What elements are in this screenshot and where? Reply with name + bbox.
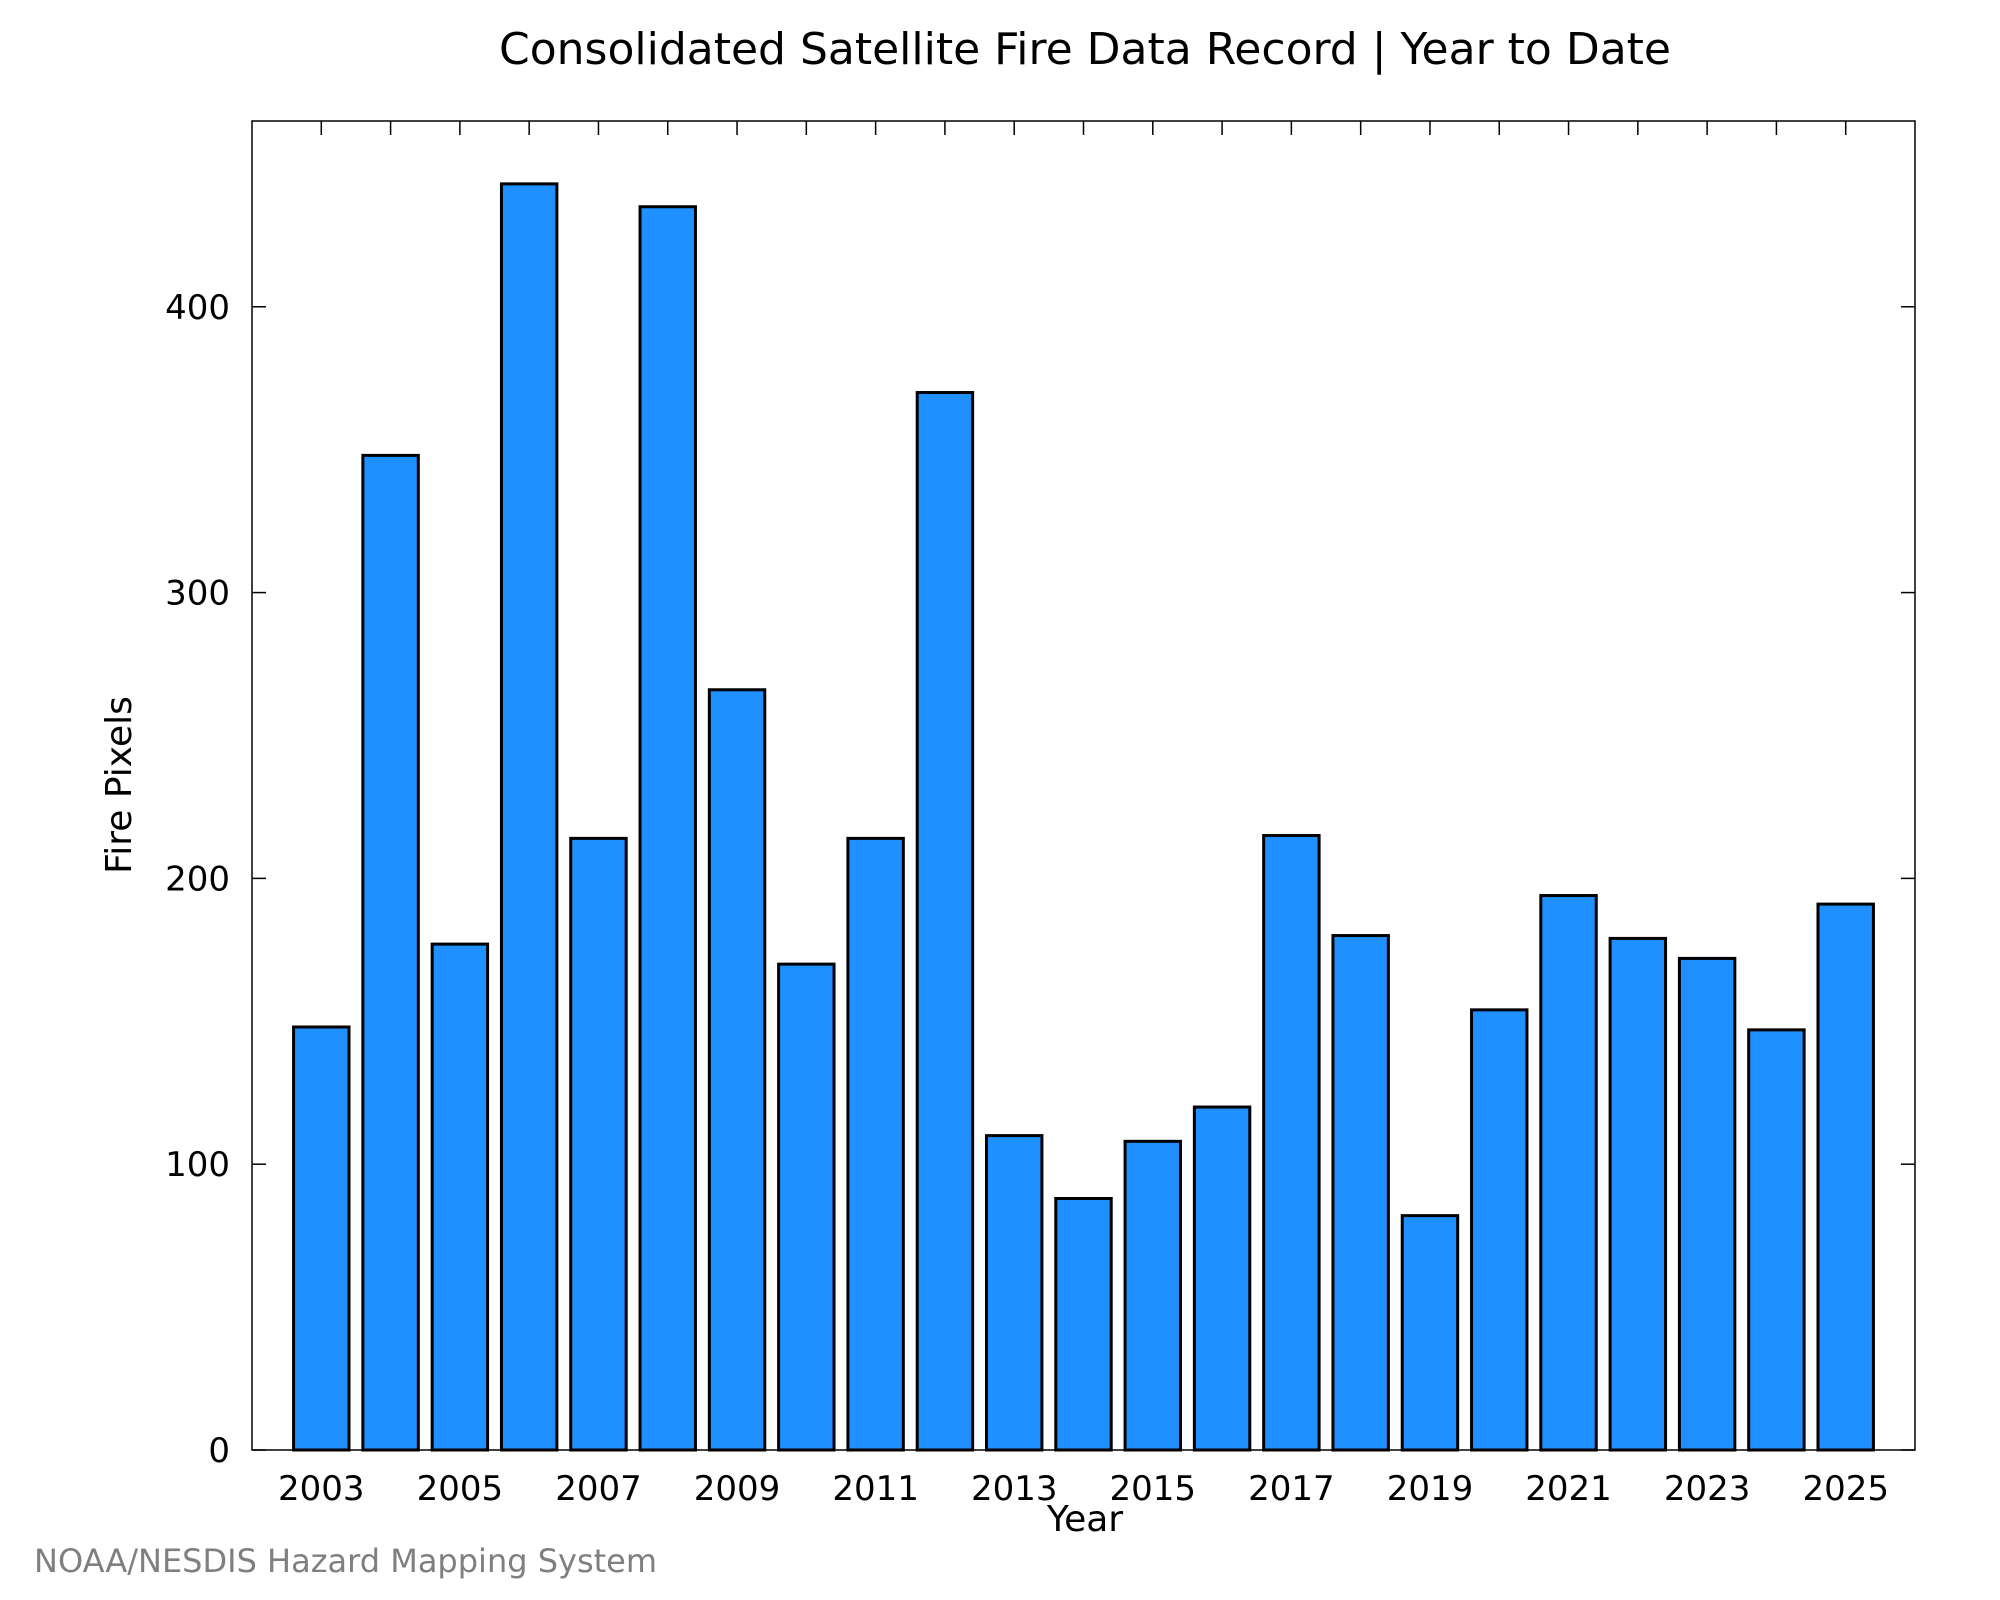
bar-2003 <box>292 1025 351 1452</box>
y-tick-label: 100 <box>165 1145 230 1185</box>
bar-2016 <box>1192 1105 1252 1452</box>
x-tick-label: 2025 <box>1802 1469 1889 1509</box>
bar-2018 <box>1331 934 1390 1452</box>
x-tick-label: 2009 <box>694 1469 781 1509</box>
bar-2010 <box>777 962 836 1452</box>
bar-2019 <box>1400 1214 1460 1452</box>
x-tick-label: 2019 <box>1387 1469 1474 1509</box>
bar-2015 <box>1123 1139 1183 1452</box>
y-tick-label: 300 <box>165 574 230 614</box>
x-axis-label: Year <box>1046 1499 1123 1540</box>
bar-2024 <box>1747 1028 1806 1452</box>
x-tick-label: 2003 <box>278 1469 365 1509</box>
bar-2005 <box>430 942 490 1452</box>
bar-2014 <box>1054 1196 1113 1452</box>
source-credit: NOAA/NESDIS Hazard Mapping System <box>34 1542 657 1580</box>
bar-2023 <box>1677 956 1737 1452</box>
bar-2009 <box>707 688 767 1452</box>
bar-2008 <box>638 205 697 1452</box>
y-tick-label: 200 <box>165 859 230 899</box>
x-axis-ticks: 2003 2005 2007 2009 2011 2013 2015 2017 2019 2021… <box>278 121 1889 1509</box>
y-tick-label: 0 <box>208 1431 230 1471</box>
y-axis-label: Fire Pixels <box>99 696 140 874</box>
bar-2020 <box>1470 1008 1529 1452</box>
bar-2025 <box>1816 902 1875 1452</box>
x-tick-label: 2023 <box>1664 1469 1751 1509</box>
y-axis-ticks: 0 100 200 300 400 <box>165 288 1915 1471</box>
x-tick-label: 2021 <box>1525 1469 1612 1509</box>
bar-2013 <box>984 1134 1044 1452</box>
bar-2011 <box>846 836 905 1452</box>
chart-title: Consolidated Satellite Fire Data Record … <box>499 24 1671 75</box>
bar-series <box>292 182 1875 1452</box>
bar-2007 <box>569 836 628 1452</box>
x-tick-label: 2017 <box>1248 1469 1335 1509</box>
x-tick-label: 2015 <box>1110 1469 1197 1509</box>
x-tick-label: 2011 <box>832 1469 919 1509</box>
y-tick-label: 400 <box>165 288 230 328</box>
bar-2004 <box>361 453 420 1452</box>
bar-2017 <box>1262 834 1321 1452</box>
bar-2022 <box>1608 936 1668 1452</box>
x-tick-label: 2005 <box>417 1469 504 1509</box>
x-tick-label: 2007 <box>555 1469 642 1509</box>
bar-2012 <box>915 391 975 1452</box>
bar-2006 <box>499 182 559 1452</box>
bar-2021 <box>1539 894 1598 1452</box>
x-tick-label: 2013 <box>971 1469 1058 1509</box>
